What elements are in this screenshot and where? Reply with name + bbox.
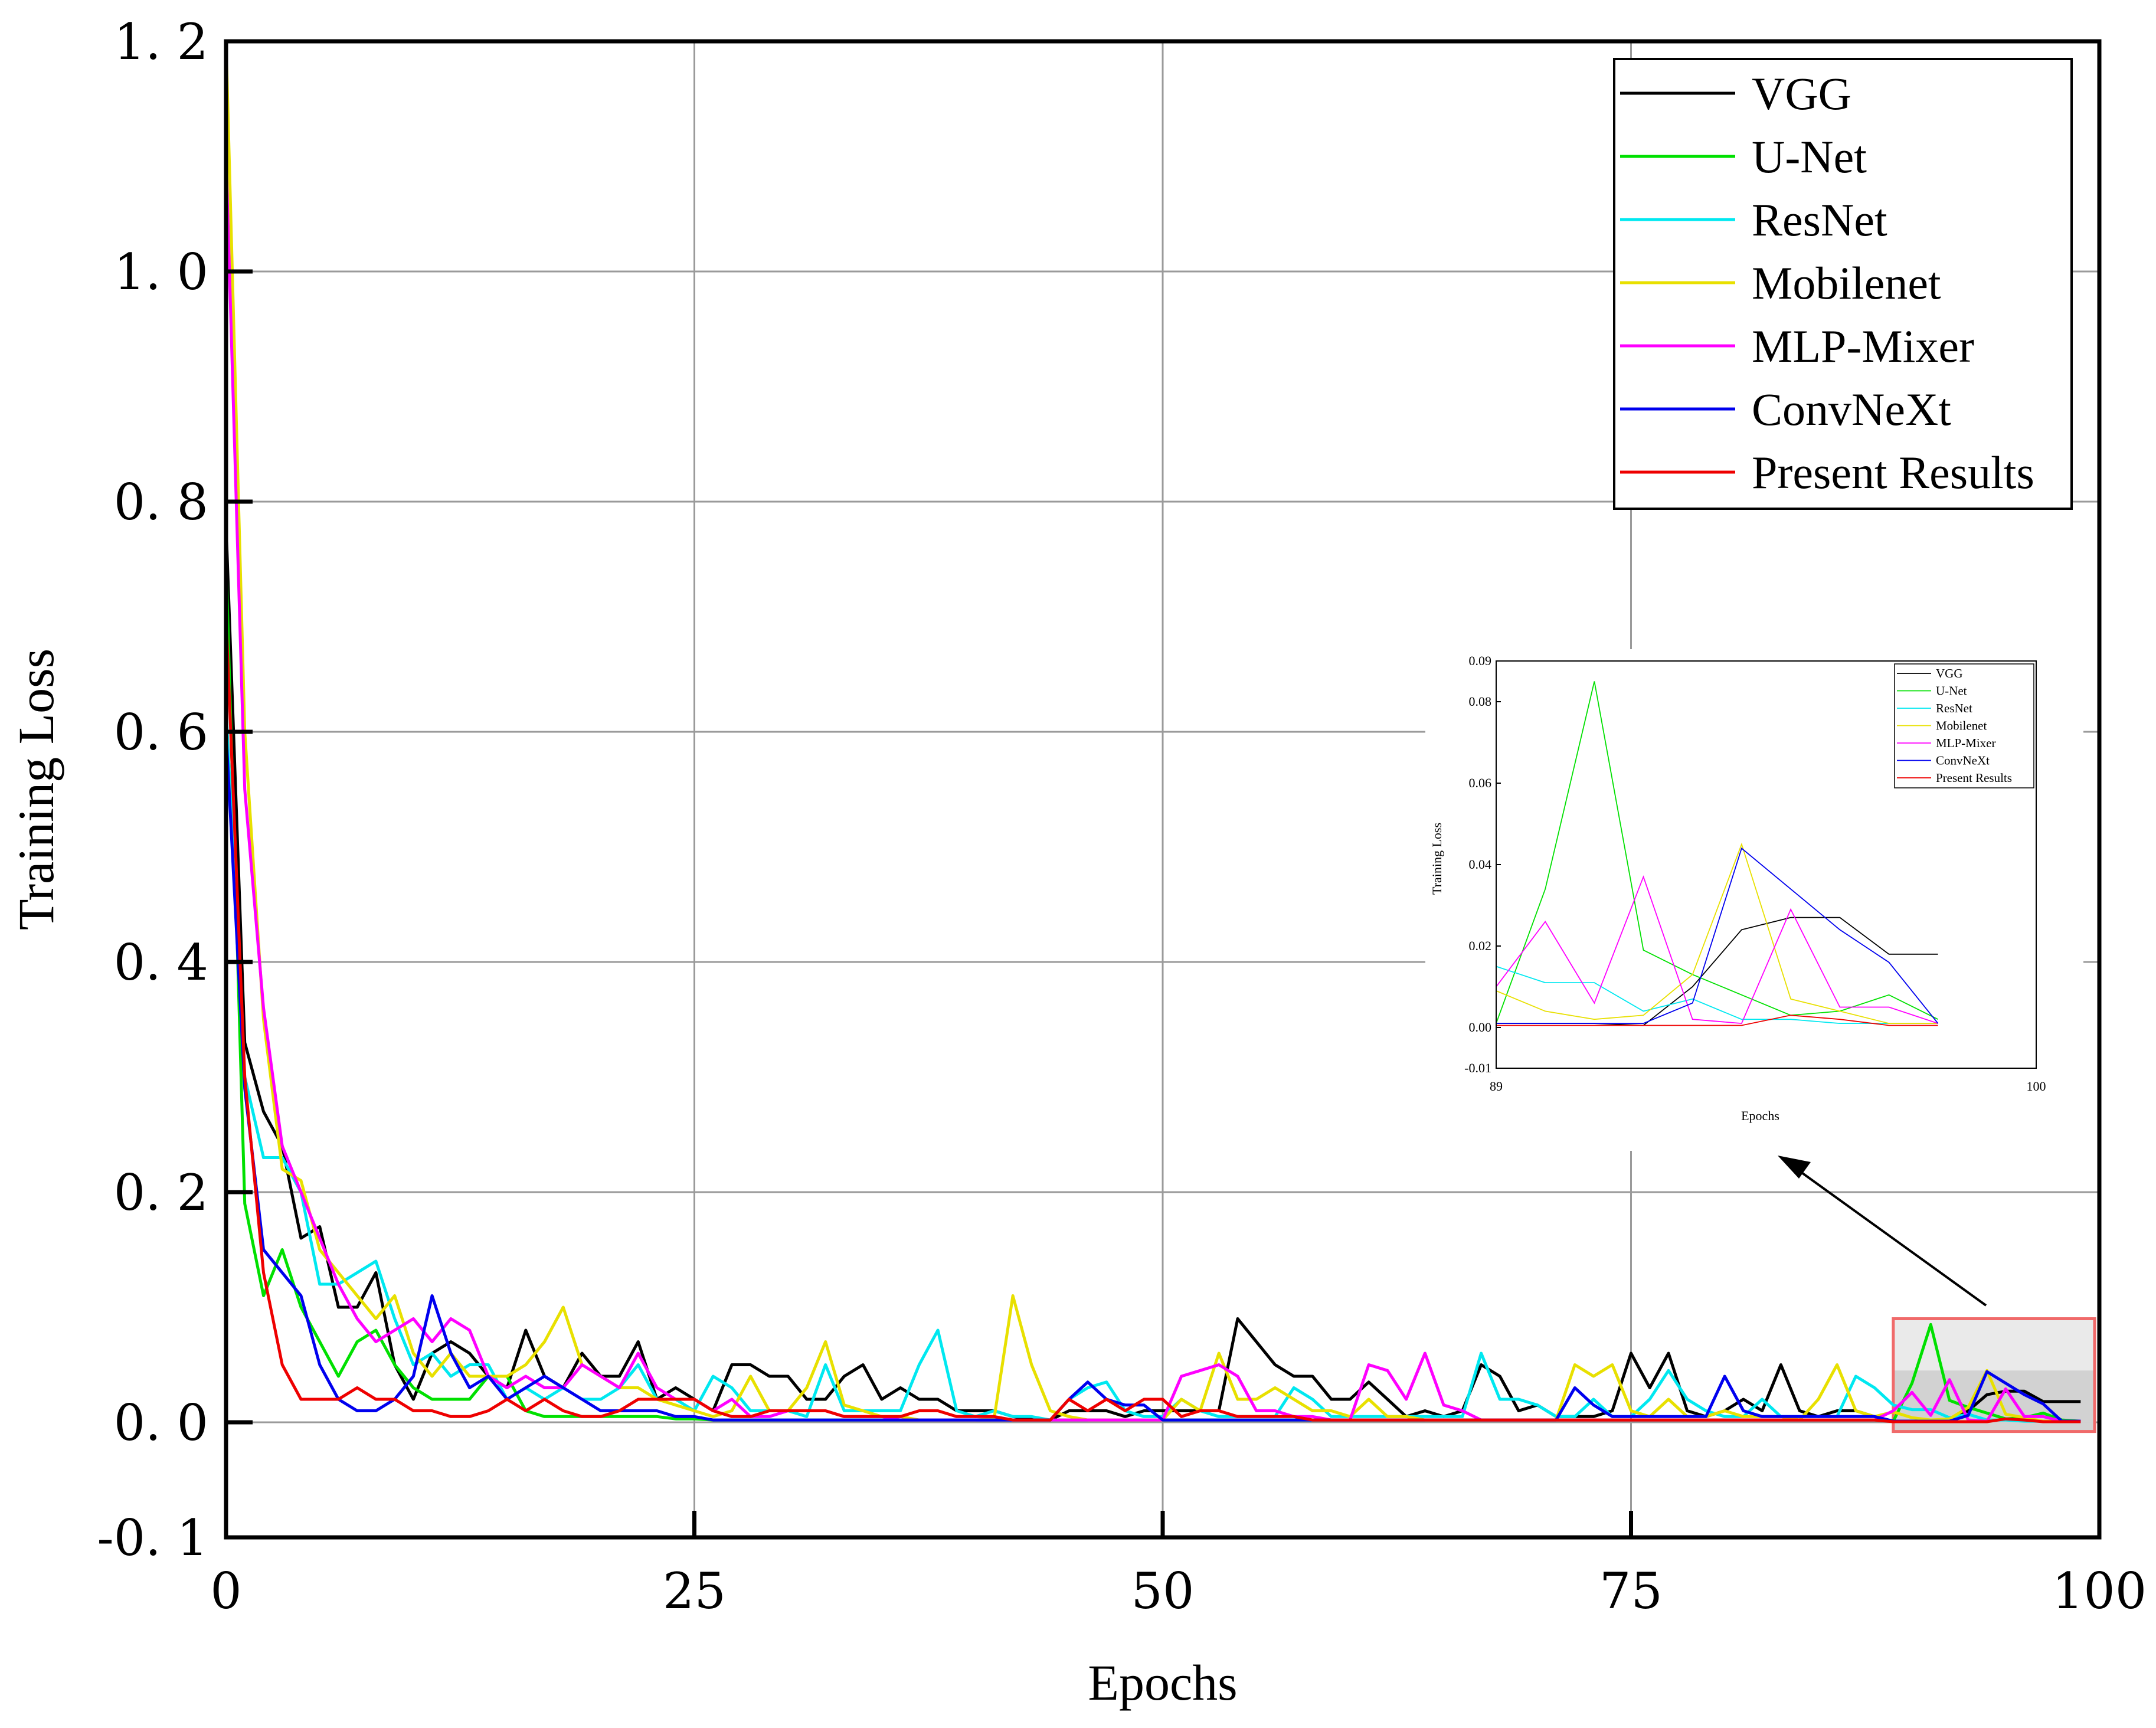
inset-legend-label-vgg: VGG <box>1936 666 1963 680</box>
inset-y-tick-label: 0.06 <box>1469 775 1492 790</box>
legend-label-vgg: VGG <box>1752 68 1851 119</box>
inset-series-line-mlp-mixer <box>1496 875 1938 1025</box>
y-tick-label: 0. 2 <box>114 1164 208 1222</box>
legend-label-convnext: ConvNeXt <box>1752 384 1951 435</box>
inset-x-axis-title: Epochs <box>1741 1108 1779 1123</box>
inset-legend-label-mobilenet: Mobilenet <box>1936 719 1987 733</box>
legend-label-resnet: ResNet <box>1752 194 1887 246</box>
inset-legend-label-mlp-mixer: MLP-Mixer <box>1936 736 1996 750</box>
x-axis-title: Epochs <box>1088 1654 1237 1711</box>
inset-x-tick-label: 100 <box>2027 1079 2046 1094</box>
series-line-convnext <box>224 731 2081 1423</box>
series-line-present-results <box>224 616 2081 1423</box>
legend-label-mobilenet: Mobilenet <box>1752 257 1941 309</box>
y-tick-label: 0. 0 <box>114 1394 208 1452</box>
series-line-resnet <box>224 708 2081 1423</box>
y-tick-label: 0. 4 <box>114 934 208 991</box>
inset-y-tick-label: 0.00 <box>1469 1020 1492 1035</box>
inset-y-tick-label: 0.02 <box>1469 938 1492 953</box>
inset-legend-label-u-net: U-Net <box>1936 684 1967 698</box>
y-tick-label: 1. 0 <box>114 243 208 301</box>
inset-y-tick-label: 0.09 <box>1469 653 1492 668</box>
inset-series-line-resnet <box>1496 966 1938 1024</box>
x-tick-label: 100 <box>2052 1562 2147 1620</box>
main-tick-labels: -0. 1 0. 0 0. 2 0. 4 0. 6 0. 8 1. 0 1. 2 0 25 50 75… <box>97 13 2147 1620</box>
inset-y-tick-label: 0.08 <box>1469 694 1492 709</box>
main-axes <box>224 39 2102 1540</box>
x-tick-label: 50 <box>1131 1562 1195 1620</box>
x-tick-label: 0 <box>210 1562 241 1620</box>
inset-zoom-chart: 0.09 0.08 0.06 0.04 0.02 0.00 -0.01 89 100 Epochs… <box>1425 649 2083 1151</box>
y-axis-title: Training Loss <box>8 649 64 930</box>
inset-legend-label-present-results: Present Results <box>1936 771 2012 785</box>
legend-label-u-net: U-Net <box>1752 131 1867 182</box>
inset-y-tick-label: -0.01 <box>1464 1061 1491 1075</box>
inset-y-axis-title: Training Loss <box>1429 823 1444 895</box>
x-tick-label: 75 <box>1599 1562 1663 1620</box>
inset-legend-label-resnet: ResNet <box>1936 701 1972 715</box>
inset-series-line-present-results <box>1496 1014 1938 1026</box>
y-tick-label: -0. 1 <box>97 1509 208 1567</box>
highlight-region-border <box>1892 1317 2096 1434</box>
x-tick-label: 25 <box>663 1562 726 1620</box>
y-tick-label: 0. 8 <box>114 473 208 531</box>
y-tick-label: 1. 2 <box>114 13 208 71</box>
inset-x-tick-label: 89 <box>1490 1079 1503 1094</box>
inset-y-tick-label: 0.04 <box>1469 857 1492 872</box>
arrow-shaft <box>1799 1170 1987 1307</box>
legend-label-present-results: Present Results <box>1752 447 2034 498</box>
inset-series-line-mobilenet <box>1496 842 1938 1024</box>
legend: VGG U-Net ResNet Mobilenet MLP-Mixer ConvNeXt… <box>1613 58 2073 510</box>
inset-series-line-u-net <box>1496 681 1939 1024</box>
legend-label-mlp-mixer: MLP-Mixer <box>1752 320 1974 372</box>
y-tick-label: 0. 6 <box>114 703 208 761</box>
inset-legend-label-convnext: ConvNeXt <box>1936 754 1990 768</box>
zoom-arrow <box>1778 1156 1987 1307</box>
arrow-head <box>1778 1156 1811 1179</box>
inset-series-line-convnext <box>1496 847 1939 1024</box>
main-series-lines <box>224 41 2081 1423</box>
